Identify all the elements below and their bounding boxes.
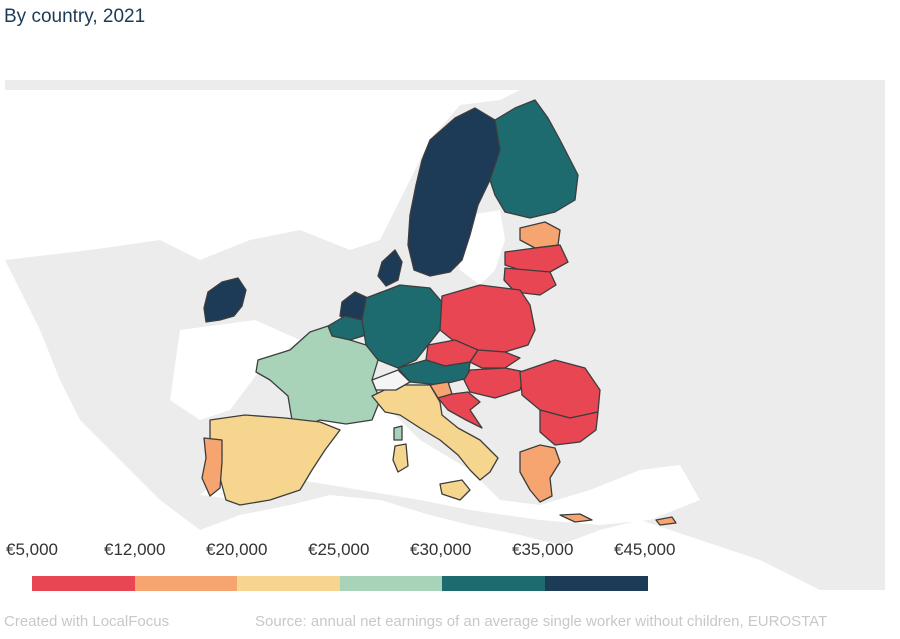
region-crete [559, 513, 593, 523]
choropleth-map [5, 80, 885, 590]
region-sicily [439, 479, 471, 501]
region-ireland [203, 277, 247, 323]
region-portugal [201, 437, 223, 497]
region-hungary [463, 367, 526, 399]
legend-swatch [237, 576, 340, 591]
region-denmark [377, 249, 403, 287]
region-latvia [504, 244, 569, 273]
source-text: Source: annual net earnings of an averag… [255, 613, 828, 630]
region-sweden [407, 107, 501, 277]
region-austria [397, 359, 471, 386]
region-finland [489, 99, 579, 219]
region-switzerland [371, 369, 411, 391]
legend-label: €45,000 [614, 540, 676, 559]
legend-swatch [134, 576, 238, 591]
legend-swatch [339, 576, 443, 591]
legend-swatch [442, 576, 545, 591]
legend-swatch [544, 576, 648, 591]
legend-swatch [32, 576, 135, 591]
region-corsica [393, 425, 403, 441]
region-bulgaria [539, 409, 599, 446]
region-greece [519, 444, 561, 503]
legend-label: €30,000 [410, 540, 472, 559]
legend-label: €35,000 [512, 540, 574, 559]
region-poland [439, 284, 536, 353]
credit-text: Created with LocalFocus [4, 613, 170, 630]
legend-label: €12,000 [104, 540, 166, 559]
region-cyprus [655, 516, 677, 526]
region-germany [361, 284, 443, 369]
region-lithuania [503, 267, 557, 296]
region-croatia [437, 391, 483, 429]
region-italy [371, 384, 499, 481]
legend-label: €20,000 [206, 540, 268, 559]
map-subtitle: By country, 2021 [4, 6, 146, 27]
legend-label: €25,000 [308, 540, 370, 559]
region-sardinia [392, 443, 409, 473]
legend-label: €5,000 [6, 540, 58, 559]
